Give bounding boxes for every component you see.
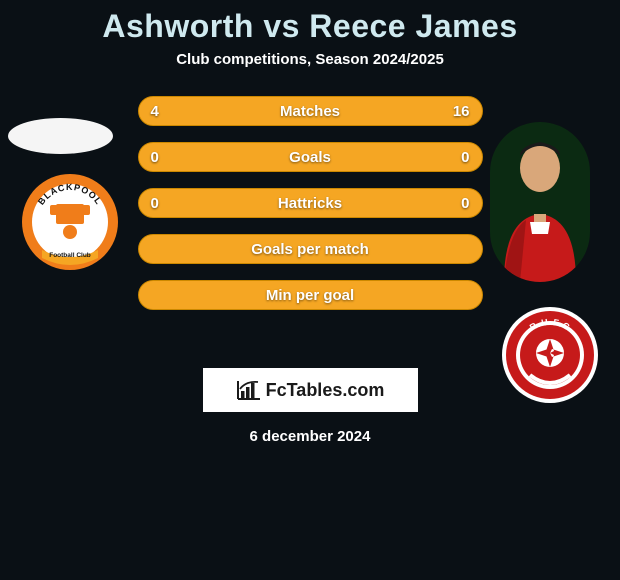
blackpool-crest-icon: BLACKPOOL Football Club <box>20 172 120 272</box>
brand-text: FcTables.com <box>266 380 385 401</box>
stat-label: Goals per match <box>251 241 369 258</box>
stat-right-value: 0 <box>461 195 469 212</box>
stat-row-goals: 0 Goals 0 <box>138 142 483 172</box>
stat-label: Min per goal <box>266 287 354 304</box>
svg-text:Football Club: Football Club <box>49 252 91 259</box>
page-title: Ashworth vs Reece James <box>0 8 620 45</box>
stat-left-value: 0 <box>151 195 159 212</box>
stat-row-hattricks: 0 Hattricks 0 <box>138 188 483 218</box>
club-crest-right: R.U.F.C <box>500 305 600 405</box>
stat-right-value: 16 <box>453 103 470 120</box>
chart-icon <box>236 379 262 401</box>
rotherham-crest-icon: R.U.F.C <box>500 305 600 405</box>
brand-box: FcTables.com <box>203 368 418 412</box>
player-photo-icon <box>490 122 590 282</box>
player-left-placeholder <box>8 118 113 154</box>
date-text: 6 december 2024 <box>0 428 620 445</box>
stats-container: 4 Matches 16 0 Goals 0 0 Hattricks 0 Goa… <box>138 96 483 310</box>
stat-left-value: 0 <box>151 149 159 166</box>
stat-label: Matches <box>280 103 340 120</box>
stat-right-value: 0 <box>461 149 469 166</box>
stat-left-value: 4 <box>151 103 159 120</box>
player-right-photo <box>490 122 590 282</box>
club-crest-left: BLACKPOOL Football Club <box>20 172 120 272</box>
comparison-card: Ashworth vs Reece James Club competition… <box>0 0 620 580</box>
subtitle: Club competitions, Season 2024/2025 <box>0 51 620 68</box>
stat-row-min-per-goal: Min per goal <box>138 280 483 310</box>
stat-row-goals-per-match: Goals per match <box>138 234 483 264</box>
stat-label: Hattricks <box>278 195 342 212</box>
stat-label: Goals <box>289 149 331 166</box>
stat-row-matches: 4 Matches 16 <box>138 96 483 126</box>
